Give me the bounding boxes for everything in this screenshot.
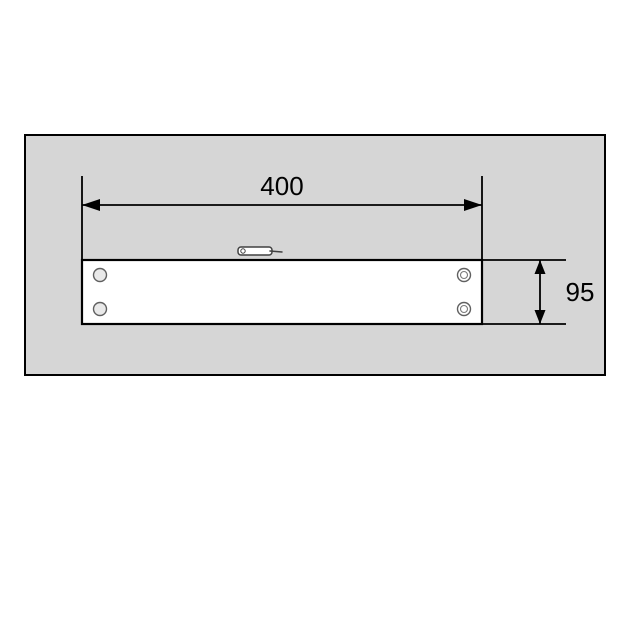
hole-bottom-right — [458, 303, 471, 316]
mounting-plate — [82, 260, 482, 324]
drawing-svg: 400 95 — [0, 0, 620, 620]
dimension-drawing: { "canvas": { "width": 620, "height": 62… — [0, 0, 620, 620]
dimension-width-label: 400 — [260, 171, 303, 201]
hole-bottom-left — [94, 303, 107, 316]
hole-top-left — [94, 269, 107, 282]
dimension-height-label: 95 — [566, 277, 595, 307]
background-panel — [25, 135, 605, 375]
hole-top-right — [458, 269, 471, 282]
